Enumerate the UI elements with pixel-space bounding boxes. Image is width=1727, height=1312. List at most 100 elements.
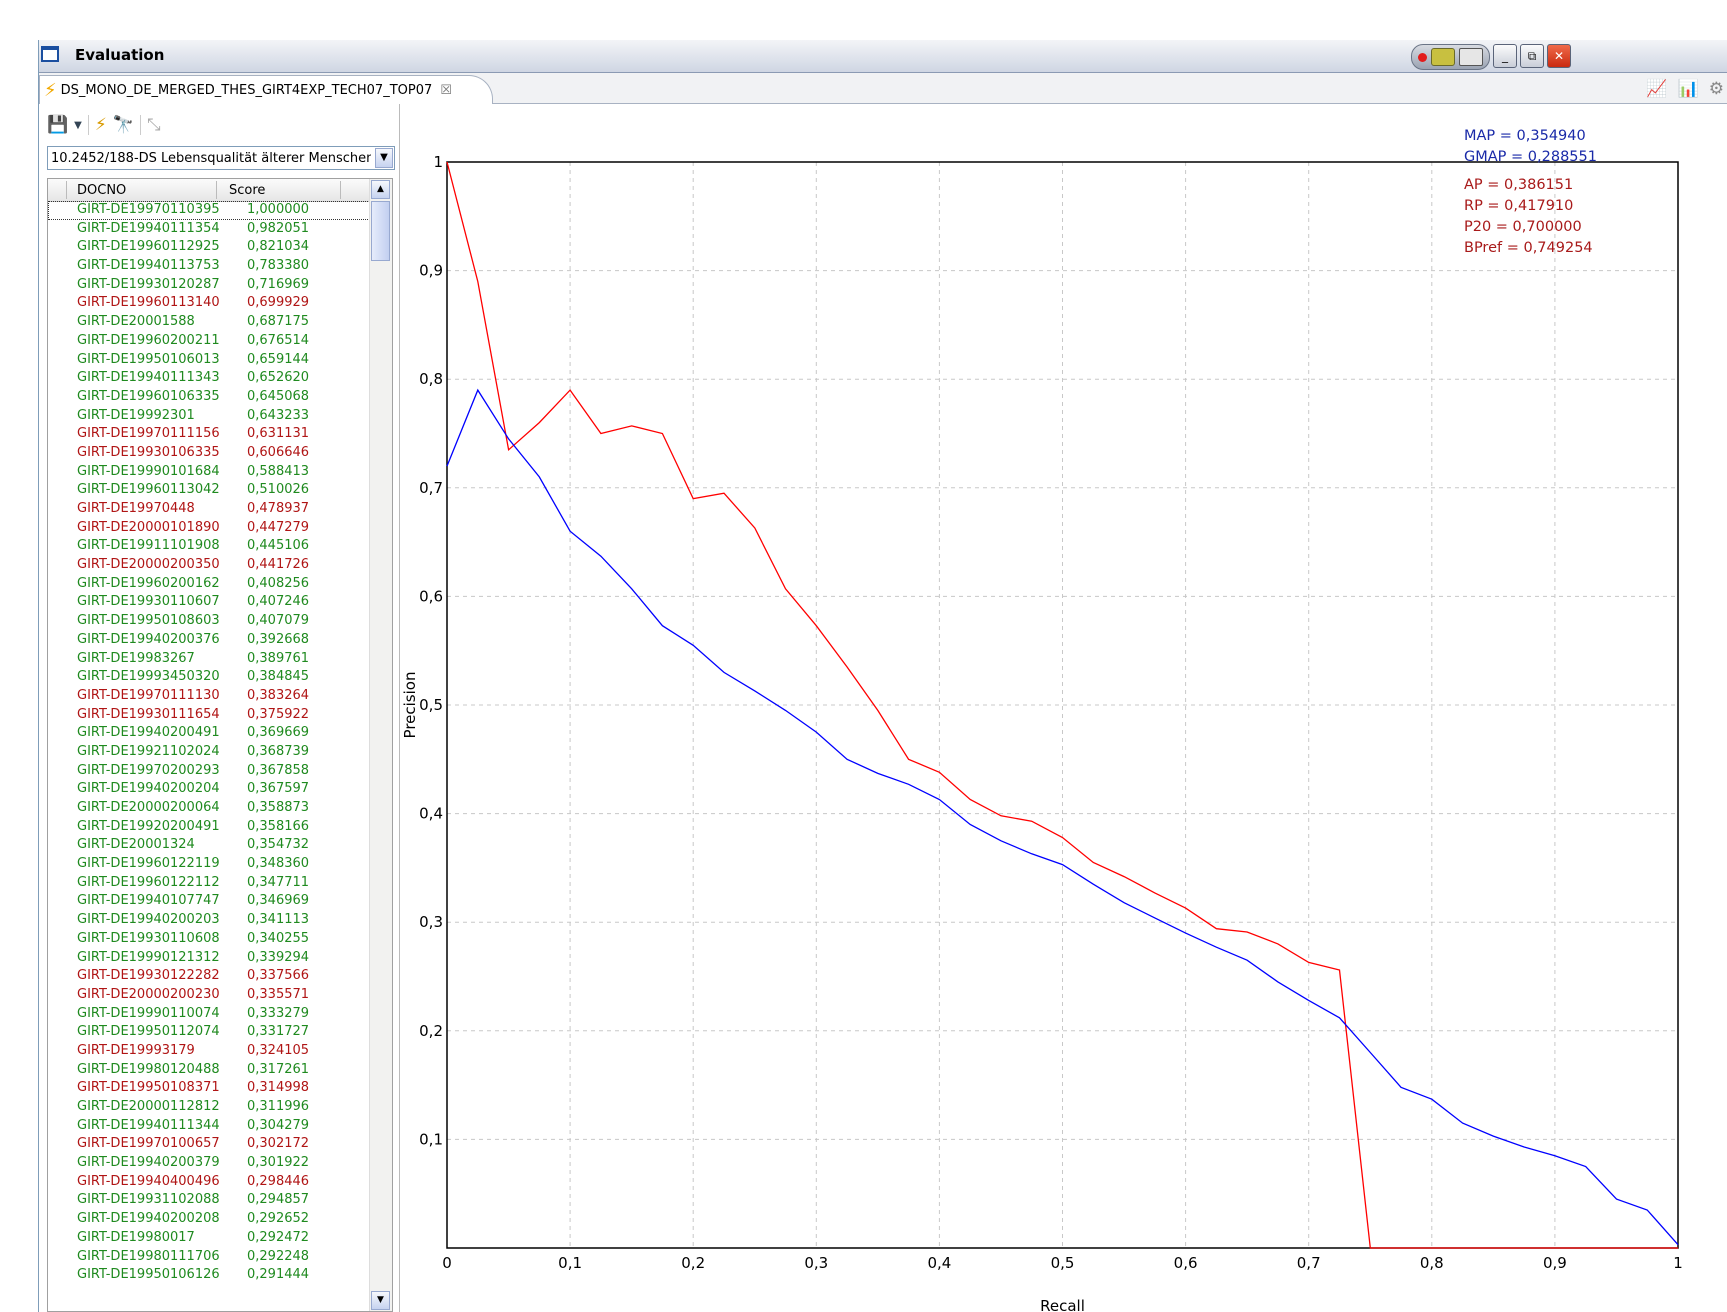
table-row[interactable]: GIRT-DE19930110607 0,407246 [48,593,370,612]
save-icon[interactable]: 💾 [47,115,69,135]
table-row[interactable]: GIRT-DE20000112812 0,311996 [48,1098,370,1117]
score-cell: 0,478937 [247,501,310,516]
score-cell: 0,676514 [247,332,310,348]
table-row[interactable]: GIRT-DE19940200491 0,369669 [48,724,370,743]
table-row[interactable]: GIRT-DE19950112074 0,331727 [48,1023,370,1042]
table-scrollbar[interactable]: ▲ ▼ [369,179,392,1311]
table-row[interactable]: GIRT-DE19931102088 0,294857 [48,1191,370,1210]
table-row[interactable]: GIRT-DE19940400496 0,298446 [48,1173,370,1192]
table-row[interactable]: GIRT-DE19960122119 0,348360 [48,855,370,874]
scroll-up-icon[interactable]: ▲ [371,180,390,199]
table-row[interactable]: GIRT-DE20001324 0,354732 [48,836,370,855]
table-row[interactable]: GIRT-DE19950106126 0,291444 [48,1266,370,1285]
ap-metric: AP = 0,386151 [1464,177,1574,193]
table-row[interactable]: GIRT-DE19911101908 0,445106 [48,537,370,556]
table-row[interactable]: GIRT-DE19930122282 0,337566 [48,967,370,986]
column-header-score[interactable]: Score [229,183,266,198]
tray-pill[interactable] [1411,44,1490,70]
table-row[interactable]: GIRT-DE19970100657 0,302172 [48,1135,370,1154]
score-cell: 0,375922 [247,706,310,722]
dropdown-arrow-icon[interactable]: ▼ [74,119,82,131]
close-button[interactable]: ✕ [1547,44,1571,68]
score-cell: 0,645068 [247,388,310,404]
score-cell: 0,407079 [247,613,310,629]
table-row[interactable]: GIRT-DE20000101890 0,447279 [48,519,370,538]
score-cell: 0,631131 [247,426,310,442]
binoculars-icon[interactable]: 🔭 [112,115,134,135]
docno-cell: GIRT-DE19992301 [77,407,195,423]
table-row[interactable]: GIRT-DE19970111156 0,631131 [48,425,370,444]
table-row[interactable]: GIRT-DE19921102024 0,368739 [48,743,370,762]
score-cell: 0,606646 [247,444,310,460]
table-row[interactable]: GIRT-DE19940107747 0,346969 [48,892,370,911]
table-row[interactable]: GIRT-DE19940111354 0,982051 [48,220,370,239]
table-row[interactable]: GIRT-DE19950106013 0,659144 [48,351,370,370]
chevron-down-icon[interactable]: ▼ [375,148,393,168]
table-row[interactable]: GIRT-DE19930106335 0,606646 [48,444,370,463]
rp-metric: RP = 0,417910 [1464,198,1574,214]
table-row[interactable]: GIRT-DE19970448 0,478937 [48,500,370,519]
table-row[interactable]: GIRT-DE19980120488 0,317261 [48,1061,370,1080]
column-header-docno[interactable]: DOCNO [77,183,127,198]
table-row[interactable]: GIRT-DE19940111344 0,304279 [48,1117,370,1136]
run-icon[interactable]: ⚡ [94,115,107,135]
settings-icon[interactable]: ⚙ [1708,79,1724,99]
score-cell: 0,335571 [247,986,310,1002]
table-row[interactable]: GIRT-DE19940200203 0,341113 [48,911,370,930]
table-row[interactable]: GIRT-DE19940113753 0,783380 [48,257,370,276]
table-row[interactable]: GIRT-DE19950108603 0,407079 [48,612,370,631]
table-row[interactable]: GIRT-DE19993450320 0,384845 [48,668,370,687]
table-row[interactable]: GIRT-DE19960113140 0,699929 [48,294,370,313]
table-row[interactable]: GIRT-DE19990110074 0,333279 [48,1005,370,1024]
line-chart-icon[interactable]: 📈 [1646,79,1668,99]
table-row[interactable]: GIRT-DE19960112925 0,821034 [48,238,370,257]
docno-cell: GIRT-DE19960113140 [77,295,220,311]
x-tick-label: 0,2 [681,1254,705,1272]
table-row[interactable]: GIRT-DE19970200293 0,367858 [48,762,370,781]
table-row[interactable]: GIRT-DE19930120287 0,716969 [48,276,370,295]
docno-cell: GIRT-DE19940400496 [77,1173,220,1189]
table-row[interactable]: GIRT-DE19970111130 0,383264 [48,687,370,706]
table-row[interactable]: GIRT-DE20000200350 0,441726 [48,556,370,575]
minimize-button[interactable]: _ [1493,44,1517,68]
table-row[interactable]: GIRT-DE19940200376 0,392668 [48,631,370,650]
score-cell: 0,292248 [247,1248,310,1264]
table-row[interactable]: GIRT-DE19920200491 0,358166 [48,818,370,837]
tab-run[interactable]: ⚡ DS_MONO_DE_MERGED_THES_GIRT4EXP_TECH07… [39,75,493,104]
table-row[interactable]: GIRT-DE20001588 0,687175 [48,313,370,332]
topic-precision-line [446,161,1678,1249]
table-row[interactable]: GIRT-DE19930111654 0,375922 [48,706,370,725]
docno-cell: GIRT-DE19950106126 [77,1267,220,1283]
table-row[interactable]: GIRT-DE19960200162 0,408256 [48,575,370,594]
table-row[interactable]: GIRT-DE19940200208 0,292652 [48,1210,370,1229]
table-row[interactable]: GIRT-DE19940200204 0,367597 [48,780,370,799]
table-row[interactable]: GIRT-DE19980017 0,292472 [48,1229,370,1248]
bar-chart-icon[interactable]: 📊 [1677,79,1699,99]
collapse-icon[interactable]: ⤡ [146,115,161,135]
table-row[interactable]: GIRT-DE19930110608 0,340255 [48,930,370,949]
table-row[interactable]: GIRT-DE19940111343 0,652620 [48,369,370,388]
table-row[interactable]: GIRT-DE19980111706 0,292248 [48,1248,370,1267]
table-row[interactable]: GIRT-DE20000200064 0,358873 [48,799,370,818]
table-row[interactable]: GIRT-DE19983267 0,389761 [48,650,370,669]
table-row[interactable]: GIRT-DE19950108371 0,314998 [48,1079,370,1098]
table-row[interactable]: GIRT-DE19960122112 0,347711 [48,874,370,893]
table-row[interactable]: GIRT-DE19970110395 1,000000 [48,201,370,220]
table-header: DOCNO Score [48,179,370,202]
table-row[interactable]: GIRT-DE19960106335 0,645068 [48,388,370,407]
table-row[interactable]: GIRT-DE19960113042 0,510026 [48,481,370,500]
score-cell: 0,392668 [247,631,310,647]
table-row[interactable]: GIRT-DE19993179 0,324105 [48,1042,370,1061]
table-row[interactable]: GIRT-DE19960200211 0,676514 [48,332,370,351]
restore-button[interactable]: ⧉ [1520,44,1544,68]
scroll-down-icon[interactable]: ▼ [371,1291,390,1310]
table-row[interactable]: GIRT-DE19990121312 0,339294 [48,949,370,968]
table-row[interactable]: GIRT-DE20000200230 0,335571 [48,986,370,1005]
table-row[interactable]: GIRT-DE19940200379 0,301922 [48,1154,370,1173]
topic-select[interactable]: 10.2452/188-DS Lebensqualität älterer Me… [47,146,395,170]
table-row[interactable]: GIRT-DE19990101684 0,588413 [48,463,370,482]
score-cell: 0,358873 [247,800,310,815]
table-row[interactable]: GIRT-DE19992301 0,643233 [48,407,370,426]
scroll-thumb[interactable] [371,201,390,261]
tab-close-icon[interactable]: ☒ [440,82,452,98]
